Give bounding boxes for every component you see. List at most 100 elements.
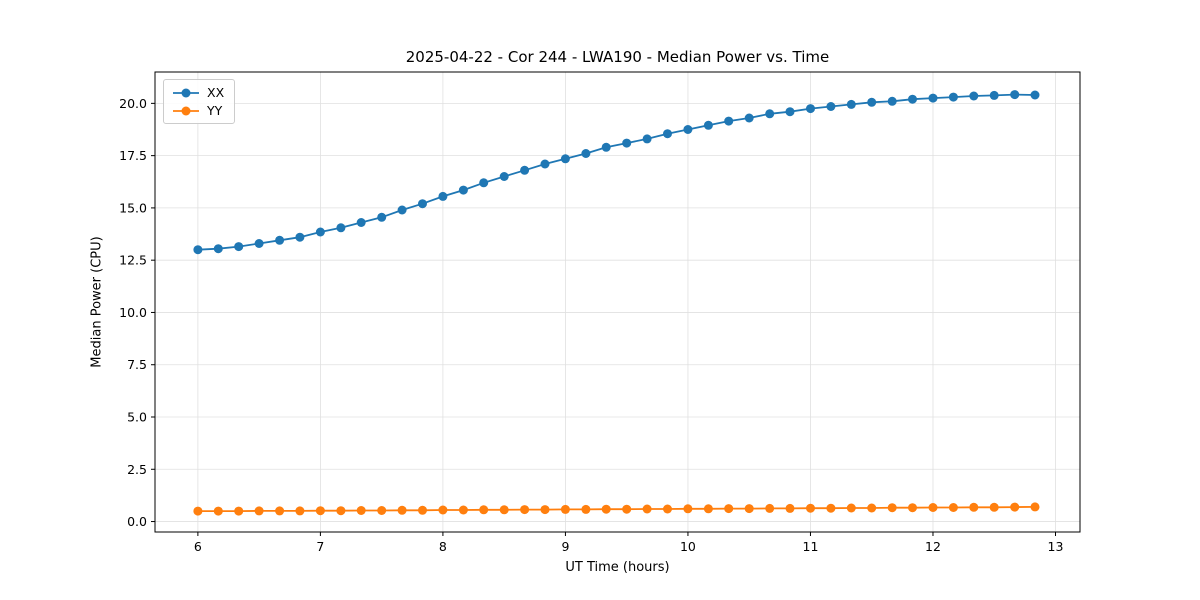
series-marker-XX: [846, 99, 856, 109]
series-marker-YY: [377, 506, 387, 515]
series-marker-YY: [846, 503, 856, 513]
series-marker-XX: [887, 96, 897, 106]
series-marker-YY: [581, 504, 591, 514]
series-marker-XX: [418, 199, 427, 209]
legend-entry-XX: XX: [172, 85, 224, 100]
series-marker-XX: [601, 142, 611, 152]
series-marker-XX: [275, 235, 285, 245]
y-tick-label: 0.0: [127, 514, 147, 529]
series-marker-XX: [1010, 90, 1020, 100]
series-marker-XX: [213, 244, 223, 254]
series-marker-XX: [193, 245, 203, 255]
series-marker-YY: [928, 503, 938, 512]
series-marker-YY: [295, 506, 305, 516]
series-marker-YY: [744, 504, 754, 514]
x-tick-label: 9: [561, 539, 569, 554]
y-tick-label: 12.5: [119, 253, 147, 268]
series-marker-XX: [806, 104, 815, 114]
series-marker-YY: [969, 502, 979, 512]
series-marker-YY: [193, 506, 203, 516]
legend-label: XX: [207, 85, 225, 100]
series-marker-XX: [785, 107, 795, 117]
legend-key-icon: [173, 88, 199, 97]
series-marker-XX: [642, 134, 652, 144]
series-marker-XX: [315, 227, 325, 237]
legend: XX YY: [163, 79, 236, 124]
series-marker-XX: [560, 154, 570, 164]
series-marker-YY: [479, 505, 489, 515]
series-marker-YY: [1030, 502, 1040, 512]
series-marker-XX: [1030, 90, 1040, 100]
series-marker-YY: [254, 506, 264, 516]
series-marker-XX: [703, 120, 713, 130]
series-marker-YY: [724, 504, 734, 514]
series-marker-YY: [458, 505, 468, 515]
chart-title: 2025-04-22 - Cor 244 - LWA190 - Median P…: [405, 48, 830, 66]
y-tick-label: 2.5: [127, 462, 147, 477]
series-marker-YY: [397, 505, 407, 515]
series-marker-YY: [785, 503, 795, 513]
y-tick-label: 20.0: [119, 96, 147, 111]
series-marker-YY: [908, 503, 917, 513]
series-marker-YY: [499, 505, 509, 515]
series-marker-XX: [744, 113, 754, 123]
series-marker-XX: [928, 93, 938, 103]
series-marker-YY: [336, 506, 346, 516]
series-marker-YY: [663, 504, 672, 514]
series-marker-YY: [642, 504, 652, 514]
series-marker-XX: [295, 232, 305, 242]
series-marker-YY: [356, 506, 366, 515]
series-marker-YY: [622, 504, 632, 514]
y-tick-label: 7.5: [127, 357, 147, 372]
plot-frame: [154, 71, 1081, 533]
series-marker-XX: [765, 109, 775, 119]
series-marker-XX: [458, 185, 468, 195]
series-marker-XX: [540, 159, 550, 169]
series-marker-XX: [356, 218, 366, 227]
series-marker-YY: [275, 506, 285, 516]
series-marker-XX: [867, 97, 877, 107]
legend-key-icon: [173, 106, 199, 115]
legend-entry-YY: YY: [172, 103, 224, 118]
series-marker-YY: [867, 503, 877, 513]
series-marker-XX: [397, 205, 407, 215]
legend-label: YY: [207, 103, 223, 118]
series-line-XX: [197, 93, 1036, 251]
series-marker-YY: [989, 502, 999, 512]
series-marker-YY: [418, 505, 427, 515]
series-marker-XX: [948, 92, 958, 102]
series-marker-XX: [969, 91, 979, 101]
series-marker-YY: [601, 504, 611, 514]
series-marker-YY: [683, 504, 693, 514]
series-marker-YY: [765, 503, 775, 513]
series-marker-YY: [826, 503, 836, 513]
x-tick-label: 7: [316, 539, 324, 554]
series-marker-XX: [336, 223, 346, 233]
series-marker-YY: [1010, 502, 1020, 512]
x-tick-label: 6: [194, 539, 202, 554]
series-marker-YY: [948, 503, 958, 512]
series-marker-XX: [663, 129, 672, 139]
series-marker-XX: [499, 172, 509, 181]
y-tick-label: 17.5: [119, 148, 147, 163]
series-marker-YY: [887, 503, 897, 513]
series-marker-XX: [254, 239, 264, 248]
x-tick-label: 12: [925, 539, 941, 554]
series-marker-XX: [479, 178, 489, 188]
series-marker-YY: [213, 506, 223, 516]
series-marker-XX: [724, 116, 734, 126]
series-marker-XX: [520, 165, 530, 175]
series-marker-YY: [520, 505, 530, 515]
y-tick-label: 5.0: [127, 410, 147, 425]
y-tick-label: 10.0: [119, 305, 147, 320]
series-marker-XX: [683, 125, 693, 134]
series-marker-YY: [234, 506, 244, 516]
y-axis-label: Median Power (CPU): [89, 236, 105, 368]
x-tick-label: 10: [680, 539, 696, 554]
series-marker-YY: [540, 505, 550, 515]
series-marker-XX: [622, 138, 632, 148]
series-marker-XX: [234, 242, 244, 252]
series-marker-YY: [438, 505, 448, 515]
